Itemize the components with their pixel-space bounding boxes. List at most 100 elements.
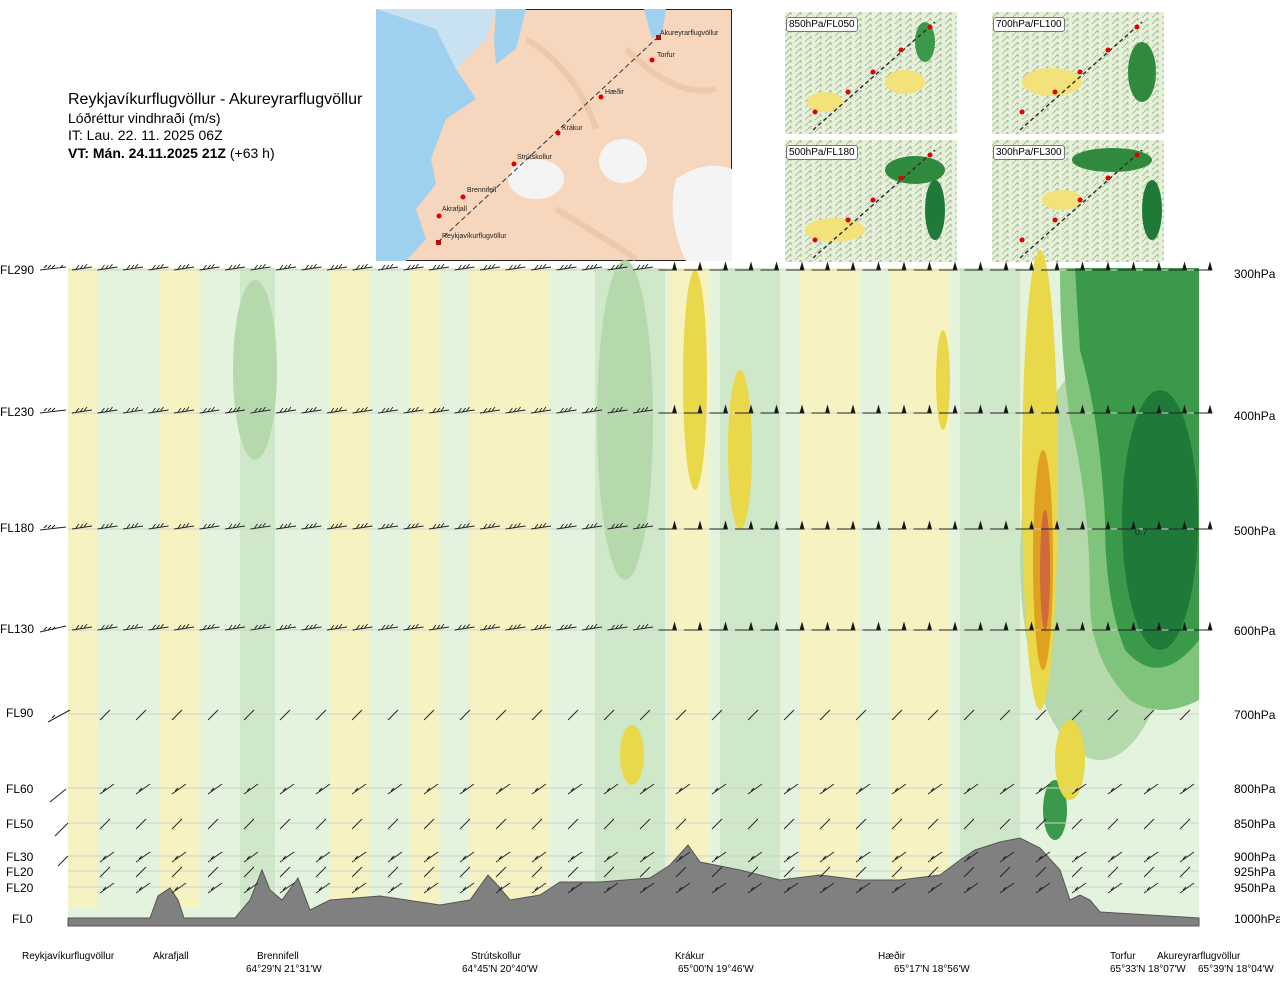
wind-barb <box>1117 621 1137 631</box>
wind-barb <box>250 522 271 530</box>
map-label: Brennifell <box>467 187 497 194</box>
wind-barb <box>913 520 933 530</box>
wind-barb <box>927 866 939 878</box>
panel-blob <box>1072 148 1152 172</box>
station-marker <box>460 194 466 200</box>
wind-barb <box>607 522 628 530</box>
panel-blob <box>885 156 945 184</box>
wind-barb <box>326 623 348 631</box>
wind-barb <box>428 406 450 414</box>
wind-barb <box>684 621 703 631</box>
wind-barb <box>403 623 424 631</box>
wind-barb <box>495 866 507 878</box>
wind-barb <box>351 882 367 894</box>
wind-barb <box>783 866 795 878</box>
field-bands <box>68 268 1020 908</box>
wind-barb <box>927 783 943 795</box>
wind-barb <box>423 818 435 830</box>
panel-point <box>1134 152 1140 158</box>
wind-barb <box>855 866 867 878</box>
wind-barb <box>1143 851 1159 863</box>
wind-barb <box>224 406 246 414</box>
wind-barb <box>97 522 118 530</box>
wind-barb <box>423 882 439 894</box>
lead-time: (+63 h) <box>229 145 275 161</box>
station-label: Akureyrarflugvöllur <box>1157 951 1241 962</box>
wind-barb <box>581 623 603 631</box>
wind-barb <box>1143 866 1155 878</box>
blob <box>1043 780 1067 840</box>
map-label: Akureyrarflugvöllur <box>660 30 719 37</box>
wind-barb <box>377 522 399 530</box>
wind-barb <box>760 404 780 414</box>
wind-barb <box>352 623 373 631</box>
route-map: Akureyrarflugvöllur Torfur Hæðir Krákur … <box>376 9 732 261</box>
wind-barb <box>224 522 246 530</box>
wind-barb <box>454 522 475 530</box>
panel-point <box>812 237 818 243</box>
station-label: Reykjavíkurflugvöllur <box>22 951 115 962</box>
wind-barb <box>423 783 439 795</box>
blob <box>1022 250 1058 710</box>
coord-label: 64°45'N 20°40'W <box>462 964 538 975</box>
wind-barb <box>786 520 805 530</box>
wind-barb <box>888 520 907 530</box>
wind-barb <box>1015 261 1035 271</box>
wind-barb <box>454 406 475 414</box>
panel-route <box>1019 149 1143 259</box>
wind-barb <box>326 522 348 530</box>
wind-barb <box>747 882 763 894</box>
wind-barb <box>888 404 907 414</box>
wind-barb <box>207 851 223 863</box>
wind-barb <box>1107 851 1123 863</box>
blob <box>936 330 950 430</box>
wind-barb <box>279 709 291 721</box>
wind-barb <box>556 406 577 414</box>
band <box>68 268 98 908</box>
wind-barb <box>675 882 691 894</box>
wind-barb <box>862 621 882 631</box>
wind-barb <box>495 851 511 863</box>
wind-barb <box>747 783 763 795</box>
wind-barb <box>711 882 727 894</box>
wind-barb <box>403 263 424 271</box>
wind-barb <box>567 866 579 878</box>
station-marker <box>656 35 661 40</box>
wind-barb <box>964 261 984 271</box>
panel-point <box>927 152 933 158</box>
wind-barb <box>964 404 984 414</box>
wind-barb <box>990 404 1009 414</box>
field-blobs <box>233 250 1199 840</box>
band <box>160 268 200 908</box>
wind-barb <box>243 866 255 878</box>
wind-barb <box>1071 882 1087 894</box>
wind-barb <box>199 623 220 631</box>
wind-barb <box>428 522 450 530</box>
wind-barb <box>913 621 933 631</box>
wind-barb <box>99 882 115 894</box>
wind-barb <box>387 851 403 863</box>
wind-barb <box>891 851 907 863</box>
map-label: Akrafjall <box>442 206 467 213</box>
wind-barb <box>819 709 831 721</box>
valid-time: VT: Mán. 24.11.2025 21Z <box>68 145 226 161</box>
field-base <box>68 268 1199 918</box>
pressure-label: 925hPa <box>1234 865 1276 879</box>
wind-barb <box>888 261 907 271</box>
panel-blob <box>1128 42 1156 102</box>
wind-barb <box>811 404 831 414</box>
band <box>800 268 860 908</box>
panel-blob <box>925 180 945 240</box>
pressure-label: 500hPa <box>1234 524 1276 538</box>
wind-barb <box>1066 621 1086 631</box>
wind-barb <box>135 709 147 721</box>
wind-barb <box>243 709 255 721</box>
wind-barb <box>855 851 871 863</box>
wind-barb <box>275 263 297 271</box>
wind-barb <box>747 818 759 830</box>
fl-label: FL60 <box>6 782 34 796</box>
wind-barb <box>173 263 195 271</box>
wind-barb <box>709 404 729 414</box>
wind-barb <box>423 866 435 878</box>
wind-barb <box>122 406 144 414</box>
